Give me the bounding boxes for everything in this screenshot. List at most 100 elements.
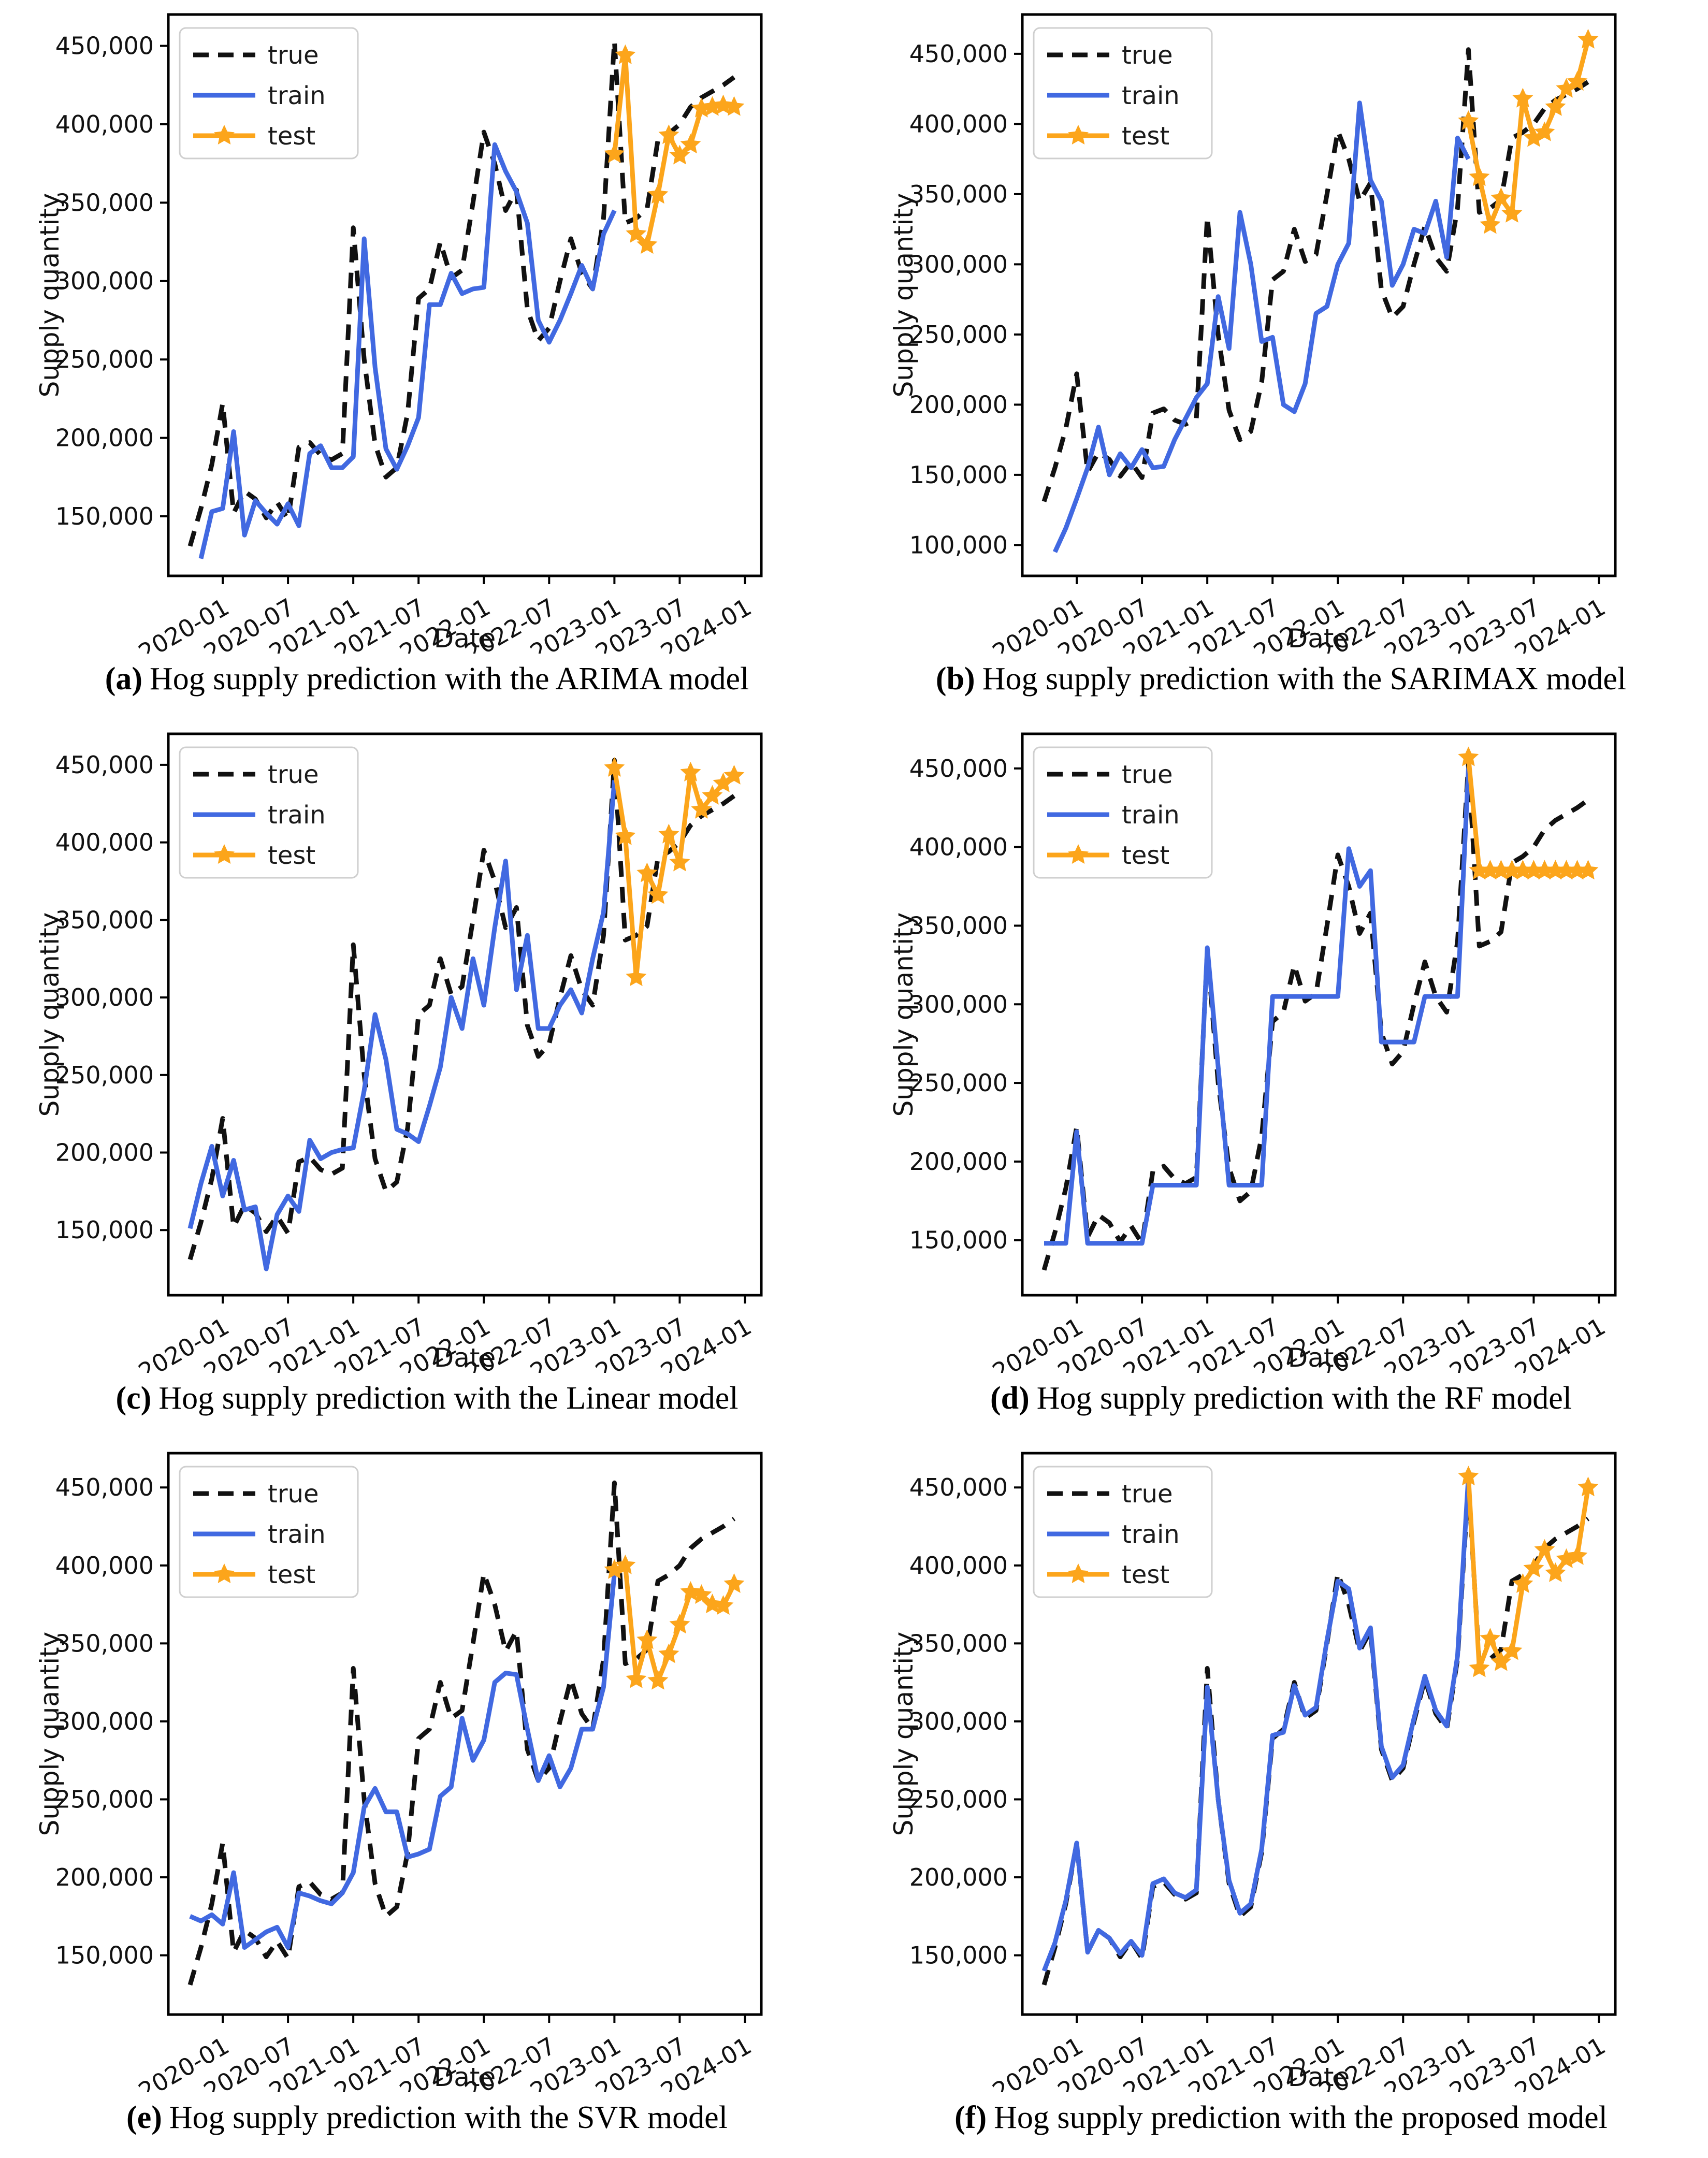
caption-letter: a: [115, 661, 132, 697]
y-tick-label: 400,000: [55, 110, 153, 138]
star-marker: [658, 823, 679, 844]
caption-b: (b) Hog supply prediction with the SARIMA…: [854, 661, 1708, 698]
caption-text: Hog supply prediction with the SARIMAX m…: [982, 661, 1627, 697]
star-marker: [1523, 860, 1544, 880]
chart-c: 150,000 200,000 250,000 300,000 350,000 400,0…: [13, 719, 842, 1386]
star-marker: [1501, 860, 1522, 880]
series-group: [187, 757, 744, 1271]
legend-label: true: [1122, 1480, 1173, 1509]
legend-label: train: [1122, 1520, 1180, 1549]
legend-item-true: true: [1047, 1480, 1173, 1509]
star-marker: [1512, 860, 1533, 880]
y-tick-label: 200,000: [909, 1148, 1007, 1176]
caption-paren: (: [105, 661, 116, 697]
star-marker: [1067, 125, 1089, 144]
plot-area: [1021, 13, 1616, 577]
star-marker: [1523, 127, 1544, 147]
plot-area: [167, 13, 762, 577]
star-marker: [1468, 860, 1489, 880]
star-marker: [1567, 1545, 1587, 1565]
star-marker: [1468, 166, 1489, 186]
legend-item-train: train: [1047, 1520, 1180, 1549]
y-tick-label: 200,000: [909, 390, 1007, 418]
legend: true train test: [179, 746, 358, 879]
star-marker: [625, 223, 646, 243]
y-tick-label: 300,000: [909, 1707, 1007, 1735]
legend-item-true: true: [193, 41, 319, 70]
caption-paren: (: [990, 1381, 1001, 1416]
legend-label: test: [268, 841, 315, 870]
star-marker: [1479, 1628, 1500, 1648]
y-axis-label: Supply quantity: [35, 913, 65, 1117]
star-marker: [1457, 110, 1479, 130]
y-axis-label: Supply quantity: [889, 1632, 919, 1836]
y-tick-label: 200,000: [55, 1139, 153, 1167]
star-marker: [614, 825, 635, 845]
train-line: [189, 1573, 617, 1950]
chart-svg-e: 150,000 200,000 250,000 300,000 350,000 400,0…: [35, 1452, 762, 2106]
y-tick-label: 450,000: [55, 751, 153, 779]
star-marker: [723, 1573, 744, 1593]
y-tick-label: 300,000: [55, 983, 153, 1011]
caption-paren: ): [132, 661, 143, 697]
star-marker: [1468, 1657, 1489, 1677]
star-marker: [1577, 1476, 1598, 1497]
star-marker: [647, 1670, 668, 1690]
star-marker: [1556, 860, 1576, 880]
y-tick-label: 450,000: [909, 755, 1007, 783]
y-tick-label: 350,000: [55, 189, 153, 216]
chart-d: 150,000 200,000 250,000 300,000 350,000 400,0…: [867, 719, 1696, 1386]
caption-letter: c: [126, 1381, 141, 1416]
x-axis-label: Date: [1287, 2062, 1350, 2092]
star-marker: [1457, 746, 1479, 766]
legend-item-train: train: [193, 81, 326, 110]
star-marker: [1479, 860, 1500, 880]
test-line: [612, 53, 734, 248]
star-marker: [1501, 1640, 1522, 1660]
y-tick-label: 400,000: [55, 1552, 153, 1580]
chart-svg-f: 150,000 200,000 250,000 300,000 350,000 400,0…: [889, 1452, 1616, 2106]
legend: true train test: [179, 27, 358, 160]
legend-label: true: [268, 41, 319, 70]
star-marker: [1567, 860, 1587, 880]
y-tick-label: 250,000: [55, 345, 153, 373]
y-tick-label: 350,000: [55, 1629, 153, 1657]
legend-item-test: test: [193, 122, 315, 151]
caption-paren: ): [151, 2100, 162, 2135]
star-marker: [213, 1563, 235, 1583]
train-line: [187, 780, 617, 1271]
y-tick-label: 300,000: [55, 1707, 153, 1735]
star-marker: [680, 134, 701, 154]
y-tick-label: 400,000: [55, 829, 153, 857]
star-marker: [1556, 78, 1576, 98]
star-marker: [614, 44, 635, 64]
caption-paren: ): [140, 1381, 152, 1416]
test-line: [1466, 39, 1590, 227]
legend-label: train: [1122, 801, 1180, 830]
star-marker: [1523, 1557, 1544, 1577]
y-tick-label: 300,000: [55, 267, 153, 295]
caption-paren: ): [976, 2100, 987, 2135]
series-group: [187, 39, 744, 559]
star-marker: [1067, 1563, 1089, 1583]
star-marker: [1545, 96, 1566, 116]
legend-label: train: [268, 1520, 326, 1549]
y-tick-label: 450,000: [909, 1473, 1007, 1501]
star-marker: [713, 1595, 733, 1615]
y-tick-label: 250,000: [909, 1785, 1007, 1813]
y-tick-label: 150,000: [909, 1226, 1007, 1254]
legend-item-test: test: [1047, 1560, 1169, 1589]
y-tick-label: 250,000: [55, 1061, 153, 1089]
star-marker: [636, 862, 657, 882]
true-line: [187, 39, 735, 547]
star-marker: [1457, 1466, 1479, 1486]
legend-label: train: [268, 81, 326, 110]
chart-b: 100,000 150,000 200,000 250,000 300,000 350,0…: [867, 0, 1696, 667]
panel-b: 100,000 150,000 200,000 250,000 300,000 350,0…: [854, 0, 1708, 719]
legend-label: test: [268, 1560, 315, 1589]
star-marker: [625, 966, 646, 987]
x-axis-label: Date: [1287, 624, 1350, 654]
legend-item-test: test: [1047, 122, 1169, 151]
star-marker: [603, 143, 625, 163]
